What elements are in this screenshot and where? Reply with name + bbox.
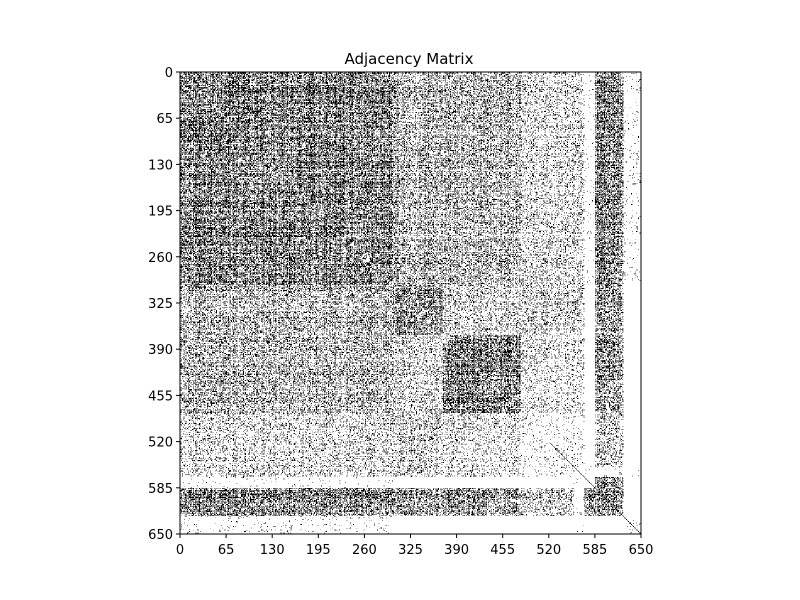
matrix-cells	[180, 72, 641, 534]
y-tick-label: 520	[148, 436, 173, 451]
y-tick-label: 65	[156, 112, 173, 127]
y-tick-label: 390	[148, 343, 173, 358]
x-tick-label: 130	[260, 543, 285, 558]
y-tick-label: 260	[148, 251, 173, 266]
y-axis: 0 65 130 195 260 325 390 455 520 585 650	[148, 66, 180, 543]
x-tick-label: 650	[629, 543, 654, 558]
x-tick-label: 390	[444, 543, 469, 558]
y-tick-label: 325	[148, 297, 173, 312]
plot-area	[179, 71, 642, 535]
x-tick-label: 260	[352, 543, 377, 558]
y-tick-label: 195	[148, 205, 173, 220]
x-tick-label: 195	[306, 543, 331, 558]
y-tick-label: 650	[148, 528, 173, 543]
y-tick-label: 585	[148, 482, 173, 497]
x-axis: 0 65 130 195 260 325 390 455 520 585 650	[176, 534, 654, 558]
chart-title: Adjacency Matrix	[345, 50, 474, 68]
x-tick-label: 65	[218, 543, 235, 558]
y-tick-label: 455	[148, 389, 173, 404]
x-tick-label: 0	[176, 543, 184, 558]
y-tick-label: 0	[165, 66, 173, 81]
x-tick-label: 585	[582, 543, 607, 558]
x-tick-label: 520	[536, 543, 561, 558]
y-tick-label: 130	[148, 158, 173, 173]
x-tick-label: 455	[490, 543, 515, 558]
x-tick-label: 325	[398, 543, 423, 558]
